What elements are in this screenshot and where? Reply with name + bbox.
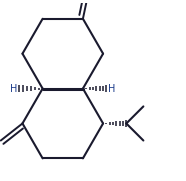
Text: H: H xyxy=(108,84,115,94)
Text: H: H xyxy=(10,84,18,94)
